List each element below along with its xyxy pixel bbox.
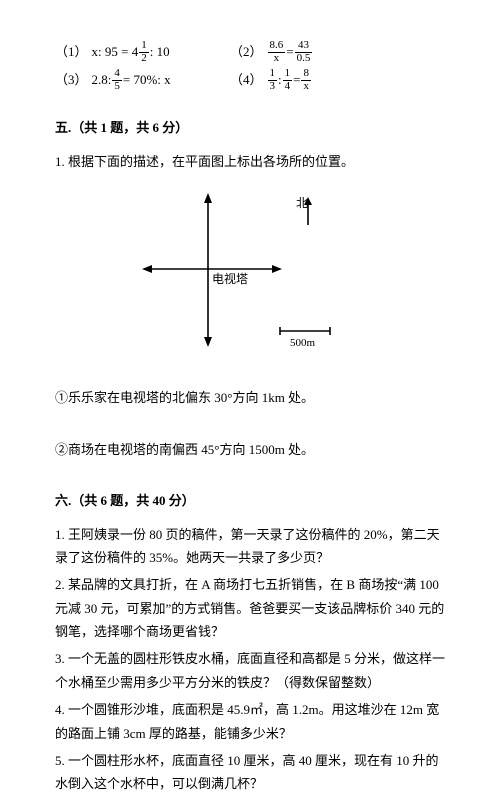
north-label: 北 (296, 196, 308, 210)
eq-text: 2.8: (92, 68, 112, 91)
eq-text: = 70%: x (123, 68, 171, 91)
section-5-q1: 1. 根据下面的描述，在平面图上标出各场所的位置。 (55, 150, 445, 173)
eq-row-2: （3） 2.8: 4 5 = 70%: x （4） 1 3 : 1 4 = (55, 68, 445, 92)
scale-label: 500m (290, 337, 316, 349)
problem-2: 2. 某品牌的文具打折，在 A 商场打七五折销售，在 B 商场按“满 100 元… (55, 573, 445, 643)
problem-3: 3. 一个无盖的圆柱形铁皮水桶，底面直径和高都是 5 分米，做这样一个水桶至少需… (55, 647, 445, 694)
problem-4: 4. 一个圆锥形沙堆，底面积是 45.9㎡，高 1.2m。用这堆沙在 12m 宽… (55, 698, 445, 745)
eq-4: （4） 1 3 : 1 4 = 8 x (230, 68, 312, 92)
eq-row-1: （1） x: 95 = 4 1 2 : 10 （2） 8.6 x = 43 0.… (55, 40, 445, 64)
problem-5: 5. 一个圆柱形水杯，底面直径 10 厘米，高 40 厘米，现在有 10 升的水… (55, 749, 445, 796)
fraction: 8 x (301, 68, 311, 92)
eq-label: （4） (230, 68, 263, 91)
section-5-title: 五.（共 1 题，共 6 分） (55, 116, 445, 139)
problem-1: 1. 王阿姨录一份 80 页的稿件，第一天录了这份稿件的 20%，第二天录了这份… (55, 523, 445, 570)
diagram-svg: 北 电视塔 500m (140, 191, 360, 361)
eq-label: （3） (55, 68, 88, 91)
center-label: 电视塔 (212, 271, 248, 286)
fraction: 8.6 x (268, 40, 286, 64)
fraction: 1 4 (283, 68, 293, 92)
eq-1: （1） x: 95 = 4 1 2 : 10 (55, 40, 230, 64)
eq-text: x: 95 = 4 (92, 40, 139, 63)
section-6-problems: 1. 王阿姨录一份 80 页的稿件，第一天录了这份稿件的 20%，第二天录了这份… (55, 523, 445, 796)
eq-text: : (278, 68, 282, 91)
eq-3: （3） 2.8: 4 5 = 70%: x (55, 68, 230, 92)
section-6-title: 六.（共 6 题，共 40 分） (55, 489, 445, 512)
fraction: 4 5 (112, 68, 122, 92)
mixed-fraction: 1 2 (138, 40, 150, 64)
eq-text: : 10 (150, 40, 170, 63)
eq-text: = (293, 68, 300, 91)
eq-text: = (286, 40, 293, 63)
eq-2: （2） 8.6 x = 43 0.5 (230, 40, 313, 64)
section-5-sub2: ②商场在电视塔的南偏西 45°方向 1500m 处。 (55, 438, 445, 461)
eq-label: （1） (55, 40, 88, 63)
eq-label: （2） (230, 40, 263, 63)
equations-block: （1） x: 95 = 4 1 2 : 10 （2） 8.6 x = 43 0.… (55, 40, 445, 92)
section-5-sub1: ①乐乐家在电视塔的北偏东 30°方向 1km 处。 (55, 386, 445, 409)
fraction: 1 3 (268, 68, 278, 92)
fraction: 43 0.5 (295, 40, 313, 64)
compass-diagram: 北 电视塔 500m (140, 191, 360, 368)
